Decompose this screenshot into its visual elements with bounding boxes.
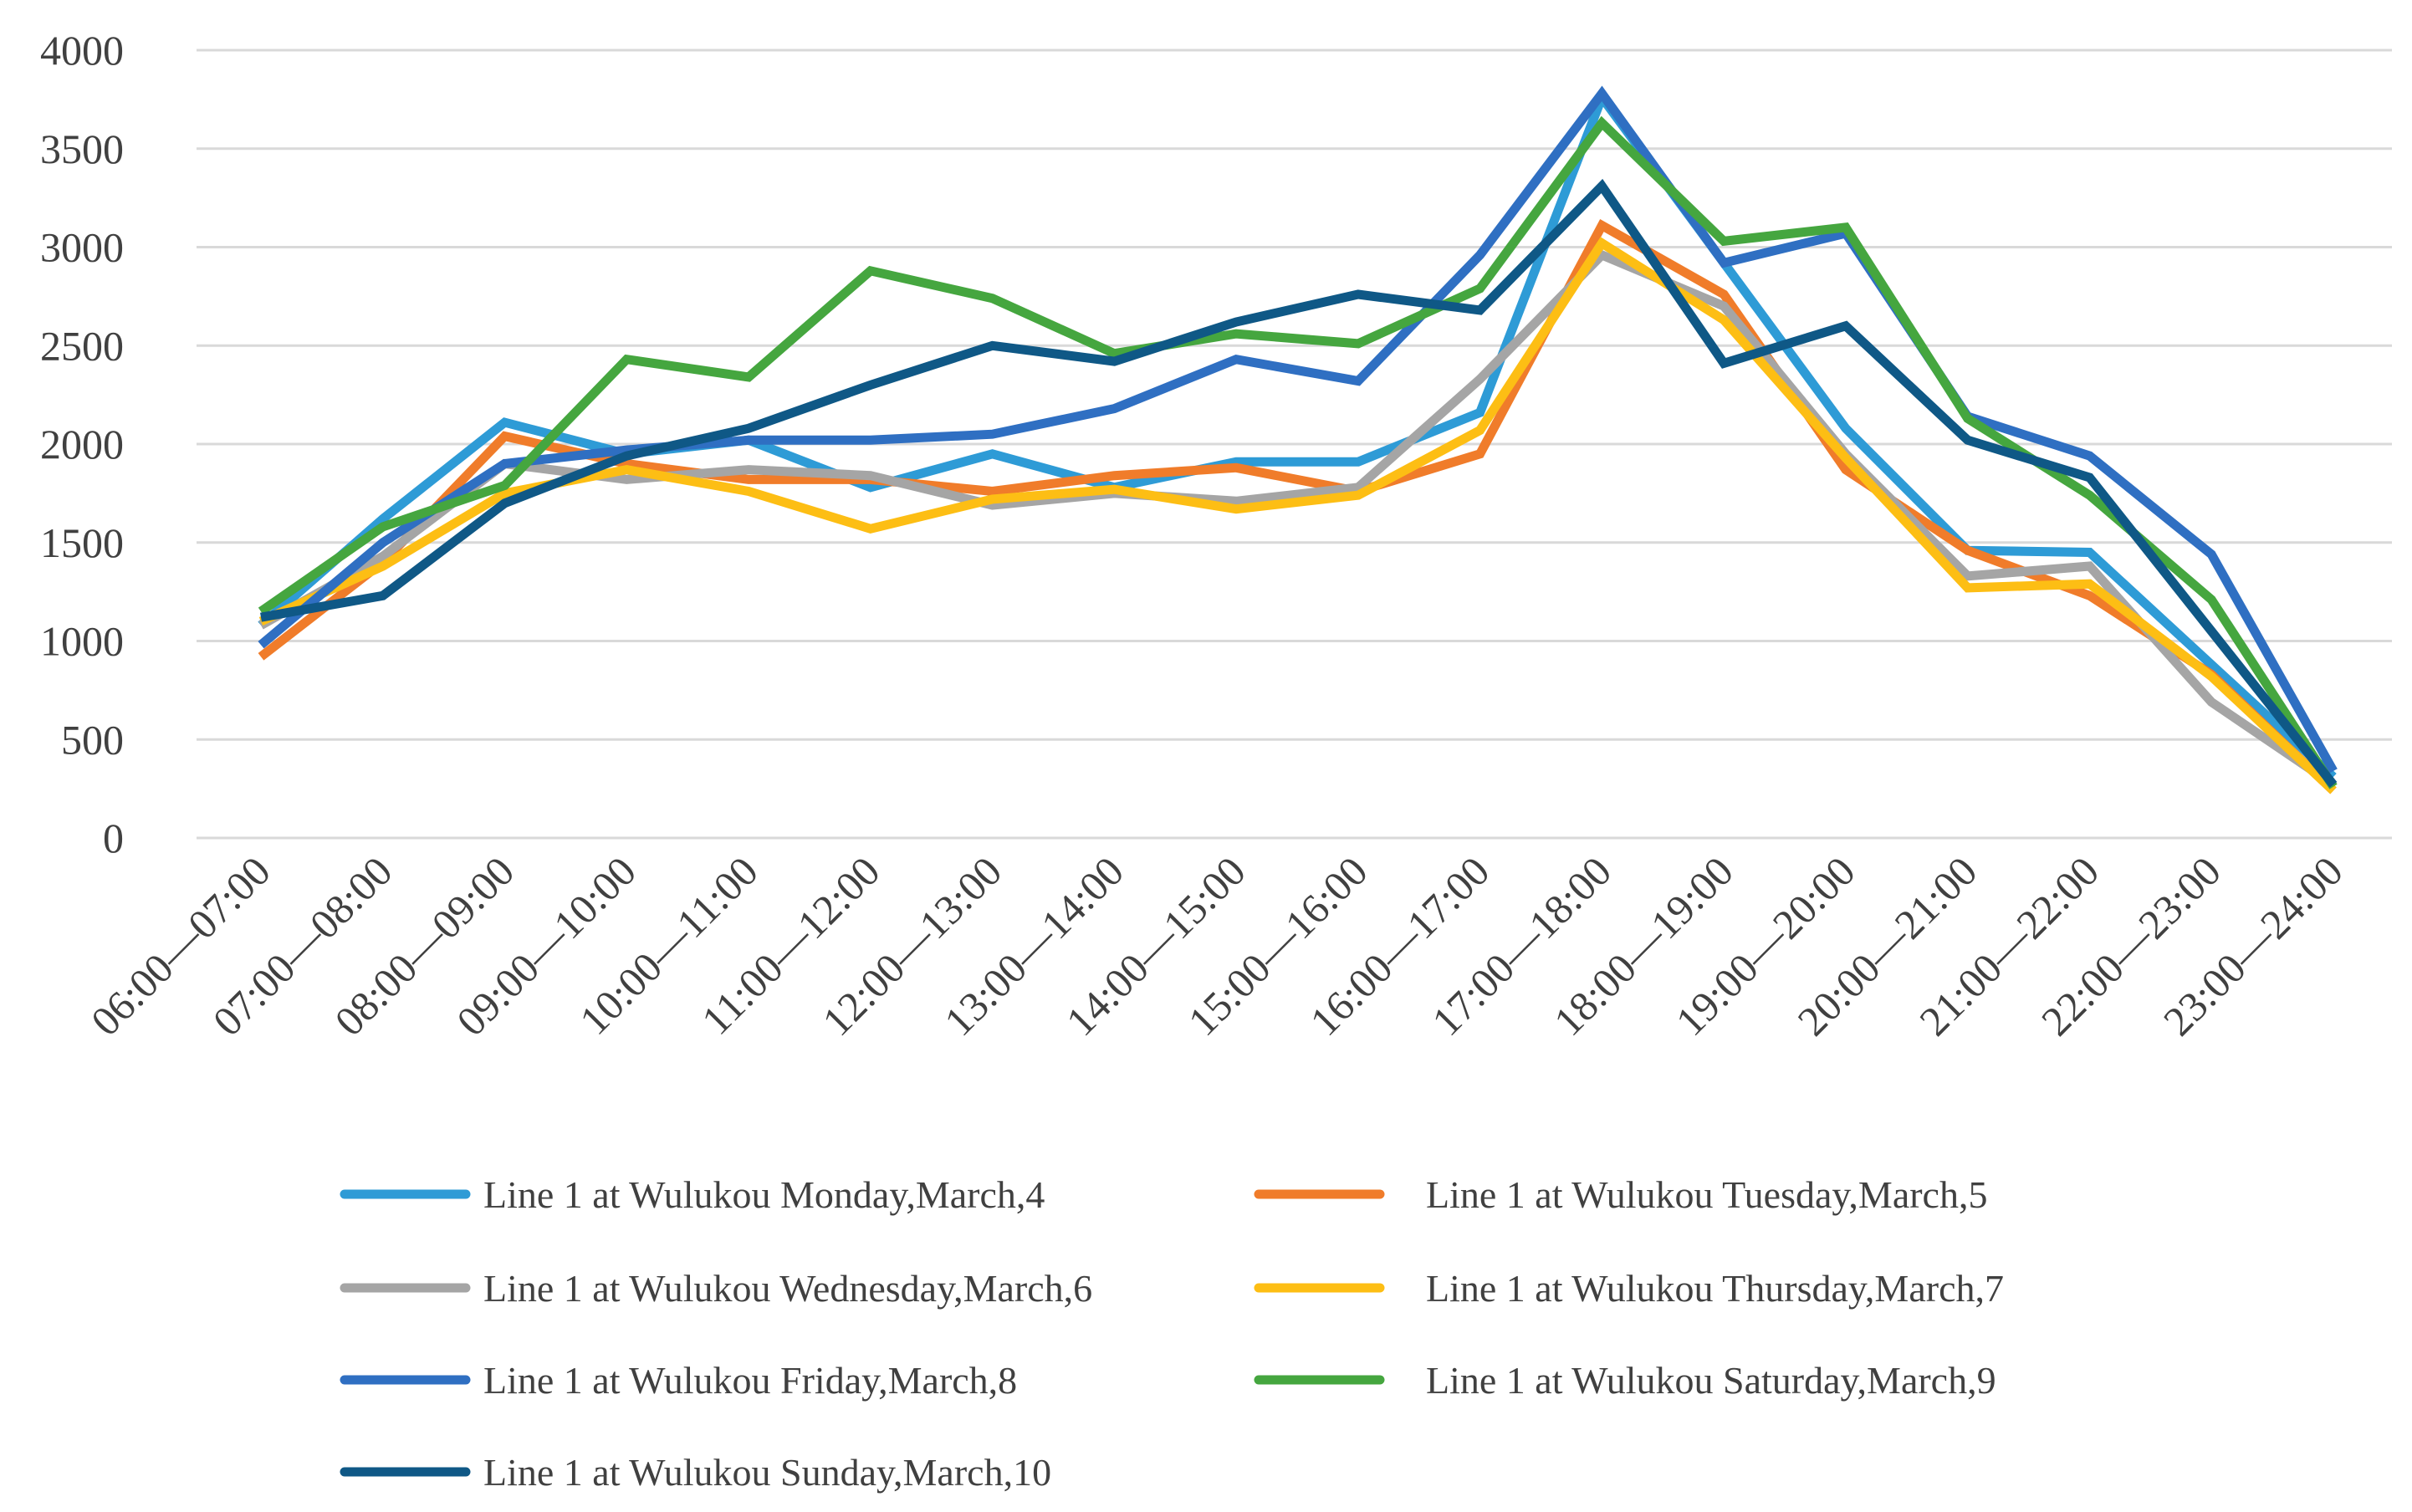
y-tick-label: 4000 — [40, 27, 124, 74]
y-tick-label: 2500 — [40, 322, 124, 369]
series-line-4 — [258, 237, 2337, 794]
legend-label-4: Line 1 at Wulukou Thursday,March,7 — [1426, 1267, 2004, 1310]
y-tick-label: 0 — [103, 815, 124, 861]
legend: Line 1 at Wulukou Monday,March,4 Line 1 a… — [340, 1173, 2004, 1494]
y-tick-label: 500 — [61, 716, 124, 763]
series-line-6 — [258, 115, 2338, 789]
y-axis-tick-labels: 0 500 1000 1500 2000 2500 3000 3500 4000 — [40, 27, 124, 861]
y-tick-label: 3000 — [40, 224, 124, 271]
series-line-5 — [258, 85, 2338, 774]
legend-label-3: Line 1 at Wulukou Wednesday,March,6 — [483, 1267, 1092, 1310]
series-lines — [258, 85, 2338, 794]
legend-label-7: Line 1 at Wulukou Sunday,March,10 — [483, 1451, 1051, 1494]
y-tick-label: 3500 — [40, 125, 124, 172]
y-tick-label: 1500 — [40, 519, 124, 566]
gridlines — [197, 49, 2392, 840]
legend-label-2: Line 1 at Wulukou Tuesday,March,5 — [1426, 1173, 1987, 1216]
x-axis-tick-labels: 06:00—07:0007:00—08:0008:00—09:0009:00—1… — [82, 847, 2352, 1045]
legend-label-1: Line 1 at Wulukou Monday,March,4 — [483, 1173, 1045, 1216]
series-line-7 — [260, 178, 2338, 788]
y-tick-label: 1000 — [40, 618, 124, 665]
legend-label-6: Line 1 at Wulukou Saturday,March,9 — [1426, 1359, 1996, 1402]
y-tick-label: 2000 — [40, 421, 124, 467]
legend-label-5: Line 1 at Wulukou Friday,March,8 — [483, 1359, 1017, 1402]
